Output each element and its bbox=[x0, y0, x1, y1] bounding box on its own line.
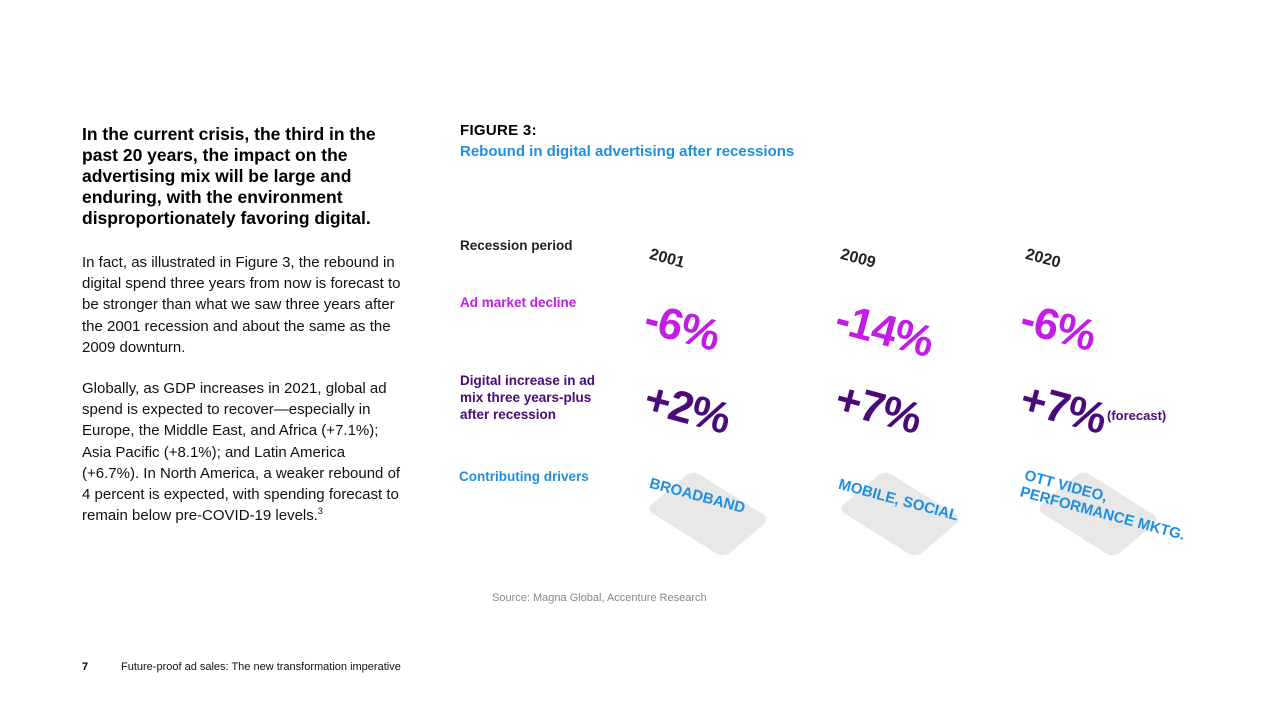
body-paragraph-1: In fact, as illustrated in Figure 3, the… bbox=[82, 254, 401, 356]
year-2020: 2020 bbox=[1023, 246, 1063, 272]
decline-2001: -6% bbox=[639, 294, 725, 361]
decline-2009: -14% bbox=[830, 294, 939, 367]
body-paragraph-2: Globally, as GDP increases in 2021, glob… bbox=[82, 378, 404, 526]
page-number: 7 bbox=[82, 661, 89, 673]
digital-increase-2009: +7% bbox=[830, 374, 927, 444]
footer-title: Future-proof ad sales: The new transform… bbox=[121, 661, 401, 673]
year-2009: 2009 bbox=[838, 246, 878, 272]
digital-increase-2020: +7% bbox=[1015, 374, 1112, 444]
forecast-note: (forecast) bbox=[1107, 408, 1167, 423]
year-2001: 2001 bbox=[647, 246, 687, 272]
row-label-decline: Ad market decline bbox=[460, 295, 577, 310]
row-label-period: Recession period bbox=[460, 238, 573, 253]
row-label-drivers: Contributing drivers bbox=[459, 469, 589, 484]
figure-title: Rebound in digital advertising after rec… bbox=[460, 143, 795, 160]
figure-source: Source: Magna Global, Accenture Research bbox=[492, 592, 707, 604]
lead-heading: In the current crisis, the third in the … bbox=[82, 124, 376, 228]
footnote-marker: 3 bbox=[317, 506, 323, 517]
body-paragraph-2-text: Globally, as GDP increases in 2021, glob… bbox=[82, 380, 401, 525]
decline-2020: -6% bbox=[1015, 294, 1101, 361]
digital-increase-2001: +2% bbox=[639, 374, 736, 444]
figure-label: FIGURE 3: bbox=[460, 122, 537, 139]
row-label-digital: Digital increase in ad mix three years-p… bbox=[460, 373, 596, 422]
